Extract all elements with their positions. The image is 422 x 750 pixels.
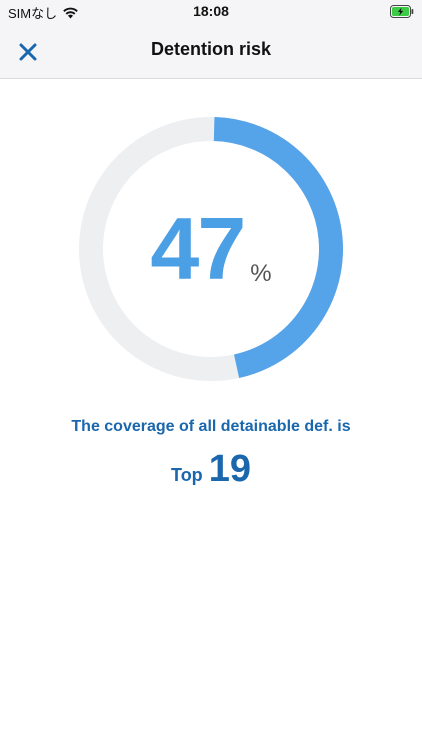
carrier-info: SIMなし [8,3,79,22]
rank-row: Top 19 [0,448,422,491]
status-time: 18:08 [193,3,229,19]
carrier-label: SIMなし [8,6,58,21]
coverage-description: The coverage of all detainable def. is [71,418,351,435]
close-button[interactable] [10,34,46,70]
close-icon [19,43,37,61]
risk-gauge [79,117,343,381]
battery-charging-icon [390,5,414,18]
wifi-icon [63,7,78,18]
gauge-percent-unit: % [250,260,272,287]
navigation-bar: Detention risk [0,24,422,79]
rank-value: 19 [208,448,251,490]
gauge-percent-value: 47 [150,199,246,298]
rank-prefix: Top [171,465,203,485]
page-title: Detention risk [150,39,272,59]
gauge-readout: 47 % [78,116,344,382]
status-bar: SIMなし 18:08 [0,0,422,24]
gauge-fill [213,117,343,378]
